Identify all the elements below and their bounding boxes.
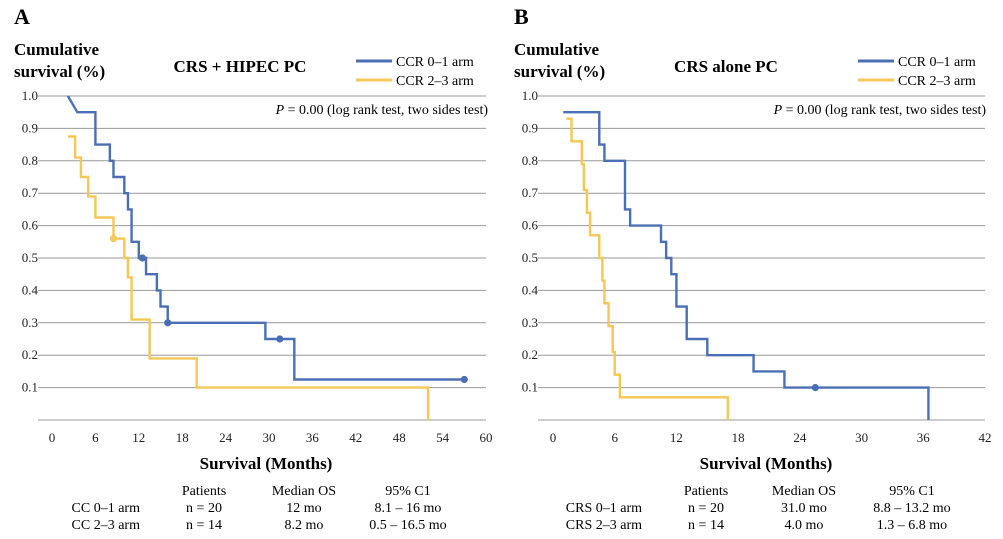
panel-a-ytick-label: 0.3 (22, 315, 38, 330)
panel-a-xtick-label: 12 (132, 430, 145, 445)
panel-a-legend-label-0: CCR 0–1 arm (396, 55, 474, 70)
panel-a-series-0-censor-mark (461, 376, 468, 383)
panel-a-series-1-line (68, 137, 428, 421)
panel-a-series-0-line (68, 96, 464, 380)
panel-b-xtick-label: 0 (550, 430, 557, 445)
panel-a-pvalue-text: = 0.00 (log rank test, two sides test) (284, 103, 488, 118)
panel-b-ytick-label: 0.9 (522, 120, 538, 135)
panel-a-ytick-label: 0.2 (22, 347, 38, 362)
panel-b-xtick-label: 36 (917, 430, 931, 445)
panel-b-table-header-median: Median OS (772, 484, 836, 499)
panel-a-table-row-1-label: CC 2–3 arm (72, 518, 141, 533)
panel-a-xtick-label: 60 (480, 430, 493, 445)
panel-b-table-header-ci: 95% C1 (889, 484, 935, 499)
panel-b-pvalue: P = 0.00 (log rank test, two sides test) (773, 103, 987, 118)
panel-b-table-row-0-label: CRS 0–1 arm (566, 501, 642, 516)
panel-b-xtick-label: 30 (855, 430, 868, 445)
panel-b-ytick-label: 1.0 (522, 88, 538, 103)
panel-b: B Cumulative survival (%) CRS alone PC C… (514, 4, 992, 473)
panel-a-letter: A (14, 4, 30, 29)
panel-b-plot: 1.0 0.9 0.8 0.7 0.6 0.5 0.4 0.3 0.2 0.1 0 6 12 18 24 30… (522, 88, 992, 445)
panel-a-table-header-median: Median OS (272, 484, 336, 499)
panel-a-series-0-censor-mark (276, 335, 283, 342)
panel-a-table-header-ci: 95% C1 (385, 484, 431, 499)
panel-a-ylabel-line1: Cumulative (14, 40, 99, 59)
panel-a-ytick-label: 1.0 (22, 88, 38, 103)
panel-b-pvalue-p: P (773, 103, 783, 118)
panel-b-table: Patients Median OS 95% C1 CRS 0–1 arm n … (566, 484, 951, 533)
panel-a-table-row-1-median: 8.2 mo (285, 518, 324, 533)
panel-a-series-0-censor-mark (164, 319, 171, 326)
panel-a-pvalue-p: P (275, 103, 285, 118)
panel-b-ytick-label: 0.3 (522, 315, 538, 330)
panel-a-xtick-label: 24 (219, 430, 233, 445)
panel-b-legend-label-1: CCR 2–3 arm (898, 74, 976, 89)
panel-b-xtick-label: 18 (732, 430, 745, 445)
panel-b-series-1-line (566, 119, 727, 420)
panel-a-xtick-label: 36 (306, 430, 320, 445)
panel-b-xtick-label: 12 (670, 430, 683, 445)
panel-a-ytick-label: 0.1 (22, 380, 38, 395)
panel-a: A Cumulative survival (%) CRS + HIPEC PC… (14, 4, 493, 473)
panel-a-xtick-label: 42 (349, 430, 362, 445)
panel-b-series-0-censor-mark (812, 384, 819, 391)
panel-a-series-1-censor-mark (110, 235, 117, 242)
panel-b-xtick-label: 42 (979, 430, 992, 445)
panel-a-ytick-label: 0.8 (22, 153, 38, 168)
panel-b-legend-label-0: CCR 0–1 arm (898, 55, 976, 70)
panel-b-ytick-label: 0.7 (522, 185, 539, 200)
panel-a-xtick-label: 0 (49, 430, 56, 445)
panel-b-table-row-1-label: CRS 2–3 arm (566, 518, 642, 533)
panel-a-ytick-label: 0.5 (22, 250, 38, 265)
panel-a-plot: 1.0 0.9 0.8 0.7 0.6 0.5 0.4 0.3 0.2 0.1 0 6 12 18 24 30… (22, 88, 493, 445)
panel-a-table-header-patients: Patients (182, 484, 226, 499)
panel-a-table: Patients Median OS 95% C1 CC 0–1 arm n =… (72, 484, 447, 533)
panel-a-title: CRS + HIPEC PC (174, 57, 307, 76)
panel-a-table-row-0-patients: n = 20 (186, 501, 222, 516)
panel-b-ytick-label: 0.8 (522, 153, 538, 168)
panel-b-table-row-1-median: 4.0 mo (785, 518, 824, 533)
panel-a-ytick-label: 0.6 (22, 218, 39, 233)
panel-a-ylabel-line2: survival (%) (14, 62, 105, 81)
panel-b-table-row-0-ci: 8.8 – 13.2 mo (873, 501, 950, 516)
panel-b-ytick-label: 0.5 (522, 250, 538, 265)
panel-a-xtick-label: 48 (393, 430, 406, 445)
panel-b-ytick-label: 0.6 (522, 218, 539, 233)
panel-a-xtick-label: 18 (176, 430, 189, 445)
panel-a-table-row-1-ci: 0.5 – 16.5 mo (369, 518, 446, 533)
panel-b-letter: B (514, 4, 529, 29)
panel-b-ylabel-line1: Cumulative (514, 40, 599, 59)
panel-a-table-row-0-median: 12 mo (286, 501, 321, 516)
panel-a-series-0-censor-mark (139, 254, 146, 261)
panel-b-ylabel-line2: survival (%) (514, 62, 605, 81)
panel-b-table-row-1-ci: 1.3 – 6.8 mo (877, 518, 947, 533)
panel-a-table-row-0-ci: 8.1 – 16 mo (375, 501, 442, 516)
panel-b-table-row-0-patients: n = 20 (688, 501, 724, 516)
panel-b-table-header-patients: Patients (684, 484, 728, 499)
panel-b-xlabel: Survival (Months) (700, 454, 833, 473)
panel-a-ytick-label: 0.9 (22, 120, 38, 135)
panel-b-ytick-label: 0.2 (522, 347, 538, 362)
panel-a-xlabel: Survival (Months) (200, 454, 333, 473)
panel-b-pvalue-text: = 0.00 (log rank test, two sides test) (782, 103, 986, 118)
panel-b-table-row-1-patients: n = 14 (688, 518, 724, 533)
panel-b-xtick-label: 6 (611, 430, 618, 445)
panel-b-table-row-0-median: 31.0 mo (781, 501, 827, 516)
panel-a-ytick-label: 0.7 (22, 185, 39, 200)
panel-a-xtick-label: 30 (263, 430, 276, 445)
panel-a-table-row-1-patients: n = 14 (186, 518, 222, 533)
panel-b-xtick-label: 24 (793, 430, 807, 445)
panel-a-xtick-label: 6 (92, 430, 99, 445)
panel-a-legend-label-1: CCR 2–3 arm (396, 74, 474, 89)
panel-b-title: CRS alone PC (674, 57, 778, 76)
panel-a-pvalue: P = 0.00 (log rank test, two sides test) (275, 103, 489, 118)
panel-b-ytick-label: 0.4 (522, 282, 539, 297)
panel-b-ytick-label: 0.1 (522, 380, 538, 395)
panel-a-xtick-label: 54 (436, 430, 450, 445)
panel-a-ytick-label: 0.4 (22, 282, 39, 297)
panel-a-table-row-0-label: CC 0–1 arm (72, 501, 141, 516)
